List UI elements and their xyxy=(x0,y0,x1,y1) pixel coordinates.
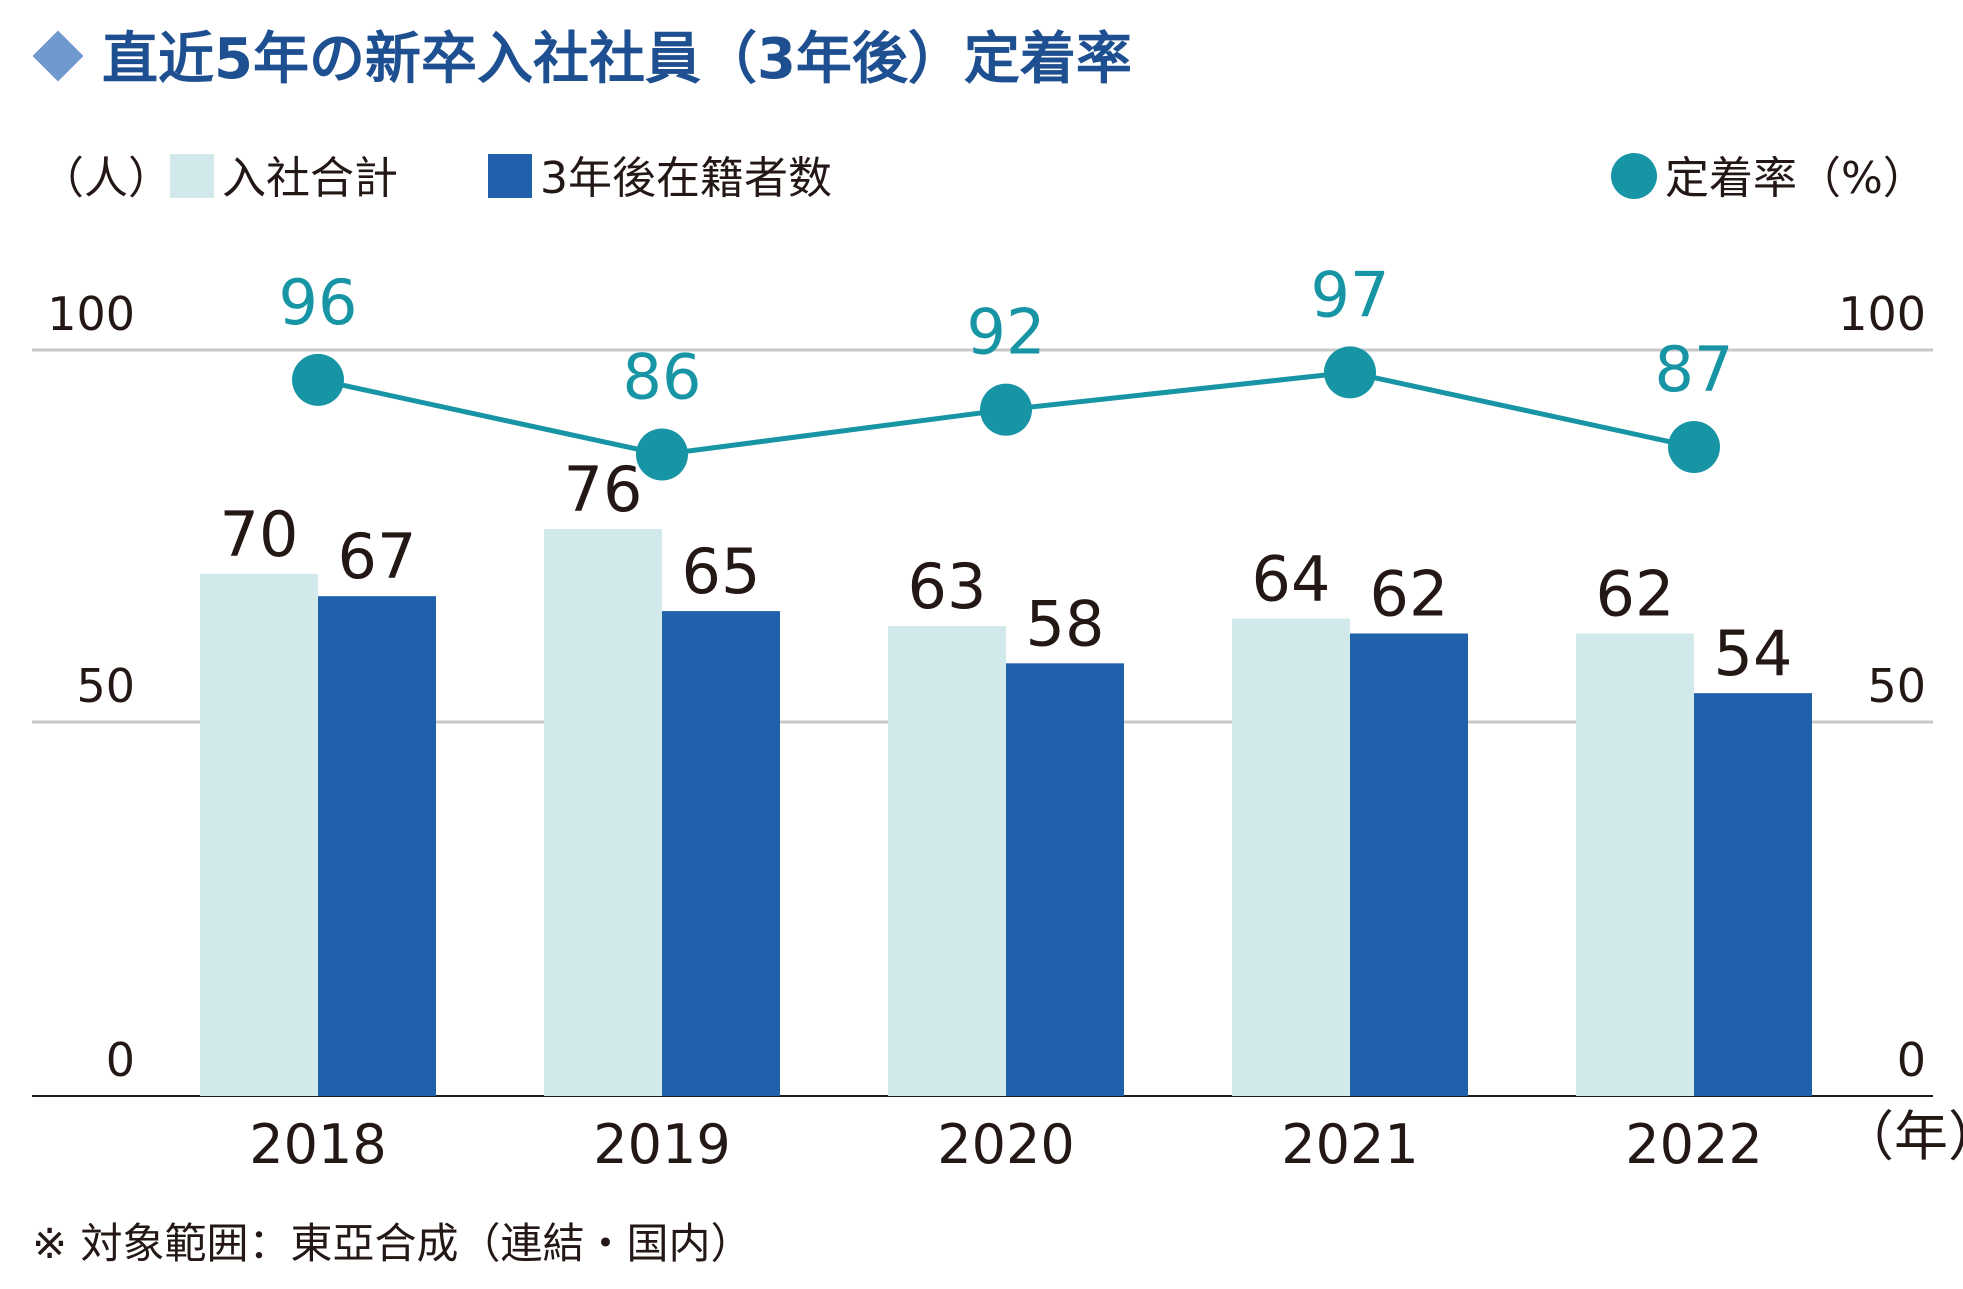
bar-retained-label-2021: 62 xyxy=(1370,557,1449,630)
y-ticks-left: 100 50 0 xyxy=(47,287,135,1087)
bar-total-2019 xyxy=(544,529,662,1096)
rate-point-2022 xyxy=(1668,420,1720,473)
bar-total-2018 xyxy=(200,573,318,1096)
rate-label-2022: 87 xyxy=(1655,333,1734,406)
bar-retained-2020 xyxy=(1006,663,1124,1096)
rate-label-2018: 96 xyxy=(279,266,358,339)
x-tick-2021: 2021 xyxy=(1281,1113,1418,1176)
bar-labels-group: 70 67 76 65 63 58 64 62 62 54 xyxy=(220,453,1793,690)
y-tick-right-0: 0 xyxy=(1897,1033,1926,1087)
bar-total-label-2018: 70 xyxy=(220,498,299,571)
x-axis-unit: （年） xyxy=(1840,1105,1963,1168)
rate-point-2021 xyxy=(1324,346,1376,399)
rate-point-2020 xyxy=(980,383,1032,436)
legend-retained-label: 3年後在籍者数 xyxy=(540,153,832,204)
legend-rate-marker xyxy=(1611,153,1657,199)
x-tick-2020: 2020 xyxy=(937,1113,1074,1176)
bar-retained-label-2018: 67 xyxy=(338,520,417,593)
x-tick-2019: 2019 xyxy=(593,1113,730,1176)
legend-total-label: 入社合計 xyxy=(222,153,398,204)
title-diamond-icon xyxy=(32,30,84,82)
rate-point-2018 xyxy=(292,353,344,406)
legend-retained-swatch xyxy=(488,154,532,198)
bar-retained-label-2020: 58 xyxy=(1026,587,1105,660)
bar-retained-label-2019: 65 xyxy=(682,535,761,608)
chart-title: 直近5年の新卒入社社員（3年後）定着率 xyxy=(102,27,1132,92)
bar-total-2020 xyxy=(888,626,1006,1096)
x-tick-2018: 2018 xyxy=(249,1113,386,1176)
y-ticks-right: 100 50 0 xyxy=(1838,287,1926,1087)
y-tick-left-50: 50 xyxy=(76,659,135,713)
legend-total-swatch xyxy=(170,154,214,198)
bar-retained-2019 xyxy=(662,611,780,1096)
left-axis-unit: （人） xyxy=(40,153,172,204)
rate-point-2019 xyxy=(636,428,688,481)
bar-retained-label-2022: 54 xyxy=(1714,617,1793,690)
x-ticks-group: 2018 2019 2020 2021 2022 xyxy=(249,1113,1762,1176)
bar-retained-2018 xyxy=(318,596,436,1096)
rate-label-2019: 86 xyxy=(623,340,702,413)
x-tick-2022: 2022 xyxy=(1625,1113,1762,1176)
bar-retained-2022 xyxy=(1694,693,1812,1096)
bar-total-2021 xyxy=(1232,618,1350,1096)
y-tick-right-100: 100 xyxy=(1838,287,1926,341)
bars-group xyxy=(200,529,1812,1096)
bar-total-label-2020: 63 xyxy=(908,550,987,623)
y-tick-left-0: 0 xyxy=(106,1033,135,1087)
rate-label-2021: 97 xyxy=(1311,258,1390,331)
legend-rate-label: 定着率（%） xyxy=(1665,153,1927,204)
y-tick-left-100: 100 xyxy=(47,287,135,341)
bar-total-label-2019: 76 xyxy=(564,453,643,526)
bar-total-label-2021: 64 xyxy=(1252,543,1331,616)
rate-line-group: 96 86 92 97 87 xyxy=(279,258,1734,481)
bar-retained-2021 xyxy=(1350,633,1468,1096)
y-tick-right-50: 50 xyxy=(1867,659,1926,713)
rate-label-2020: 92 xyxy=(967,296,1046,369)
footnote: ※ 対象範囲：東亞合成（連結・国内） xyxy=(32,1219,753,1268)
bar-total-2022 xyxy=(1576,633,1694,1096)
bar-total-label-2022: 62 xyxy=(1596,557,1675,630)
